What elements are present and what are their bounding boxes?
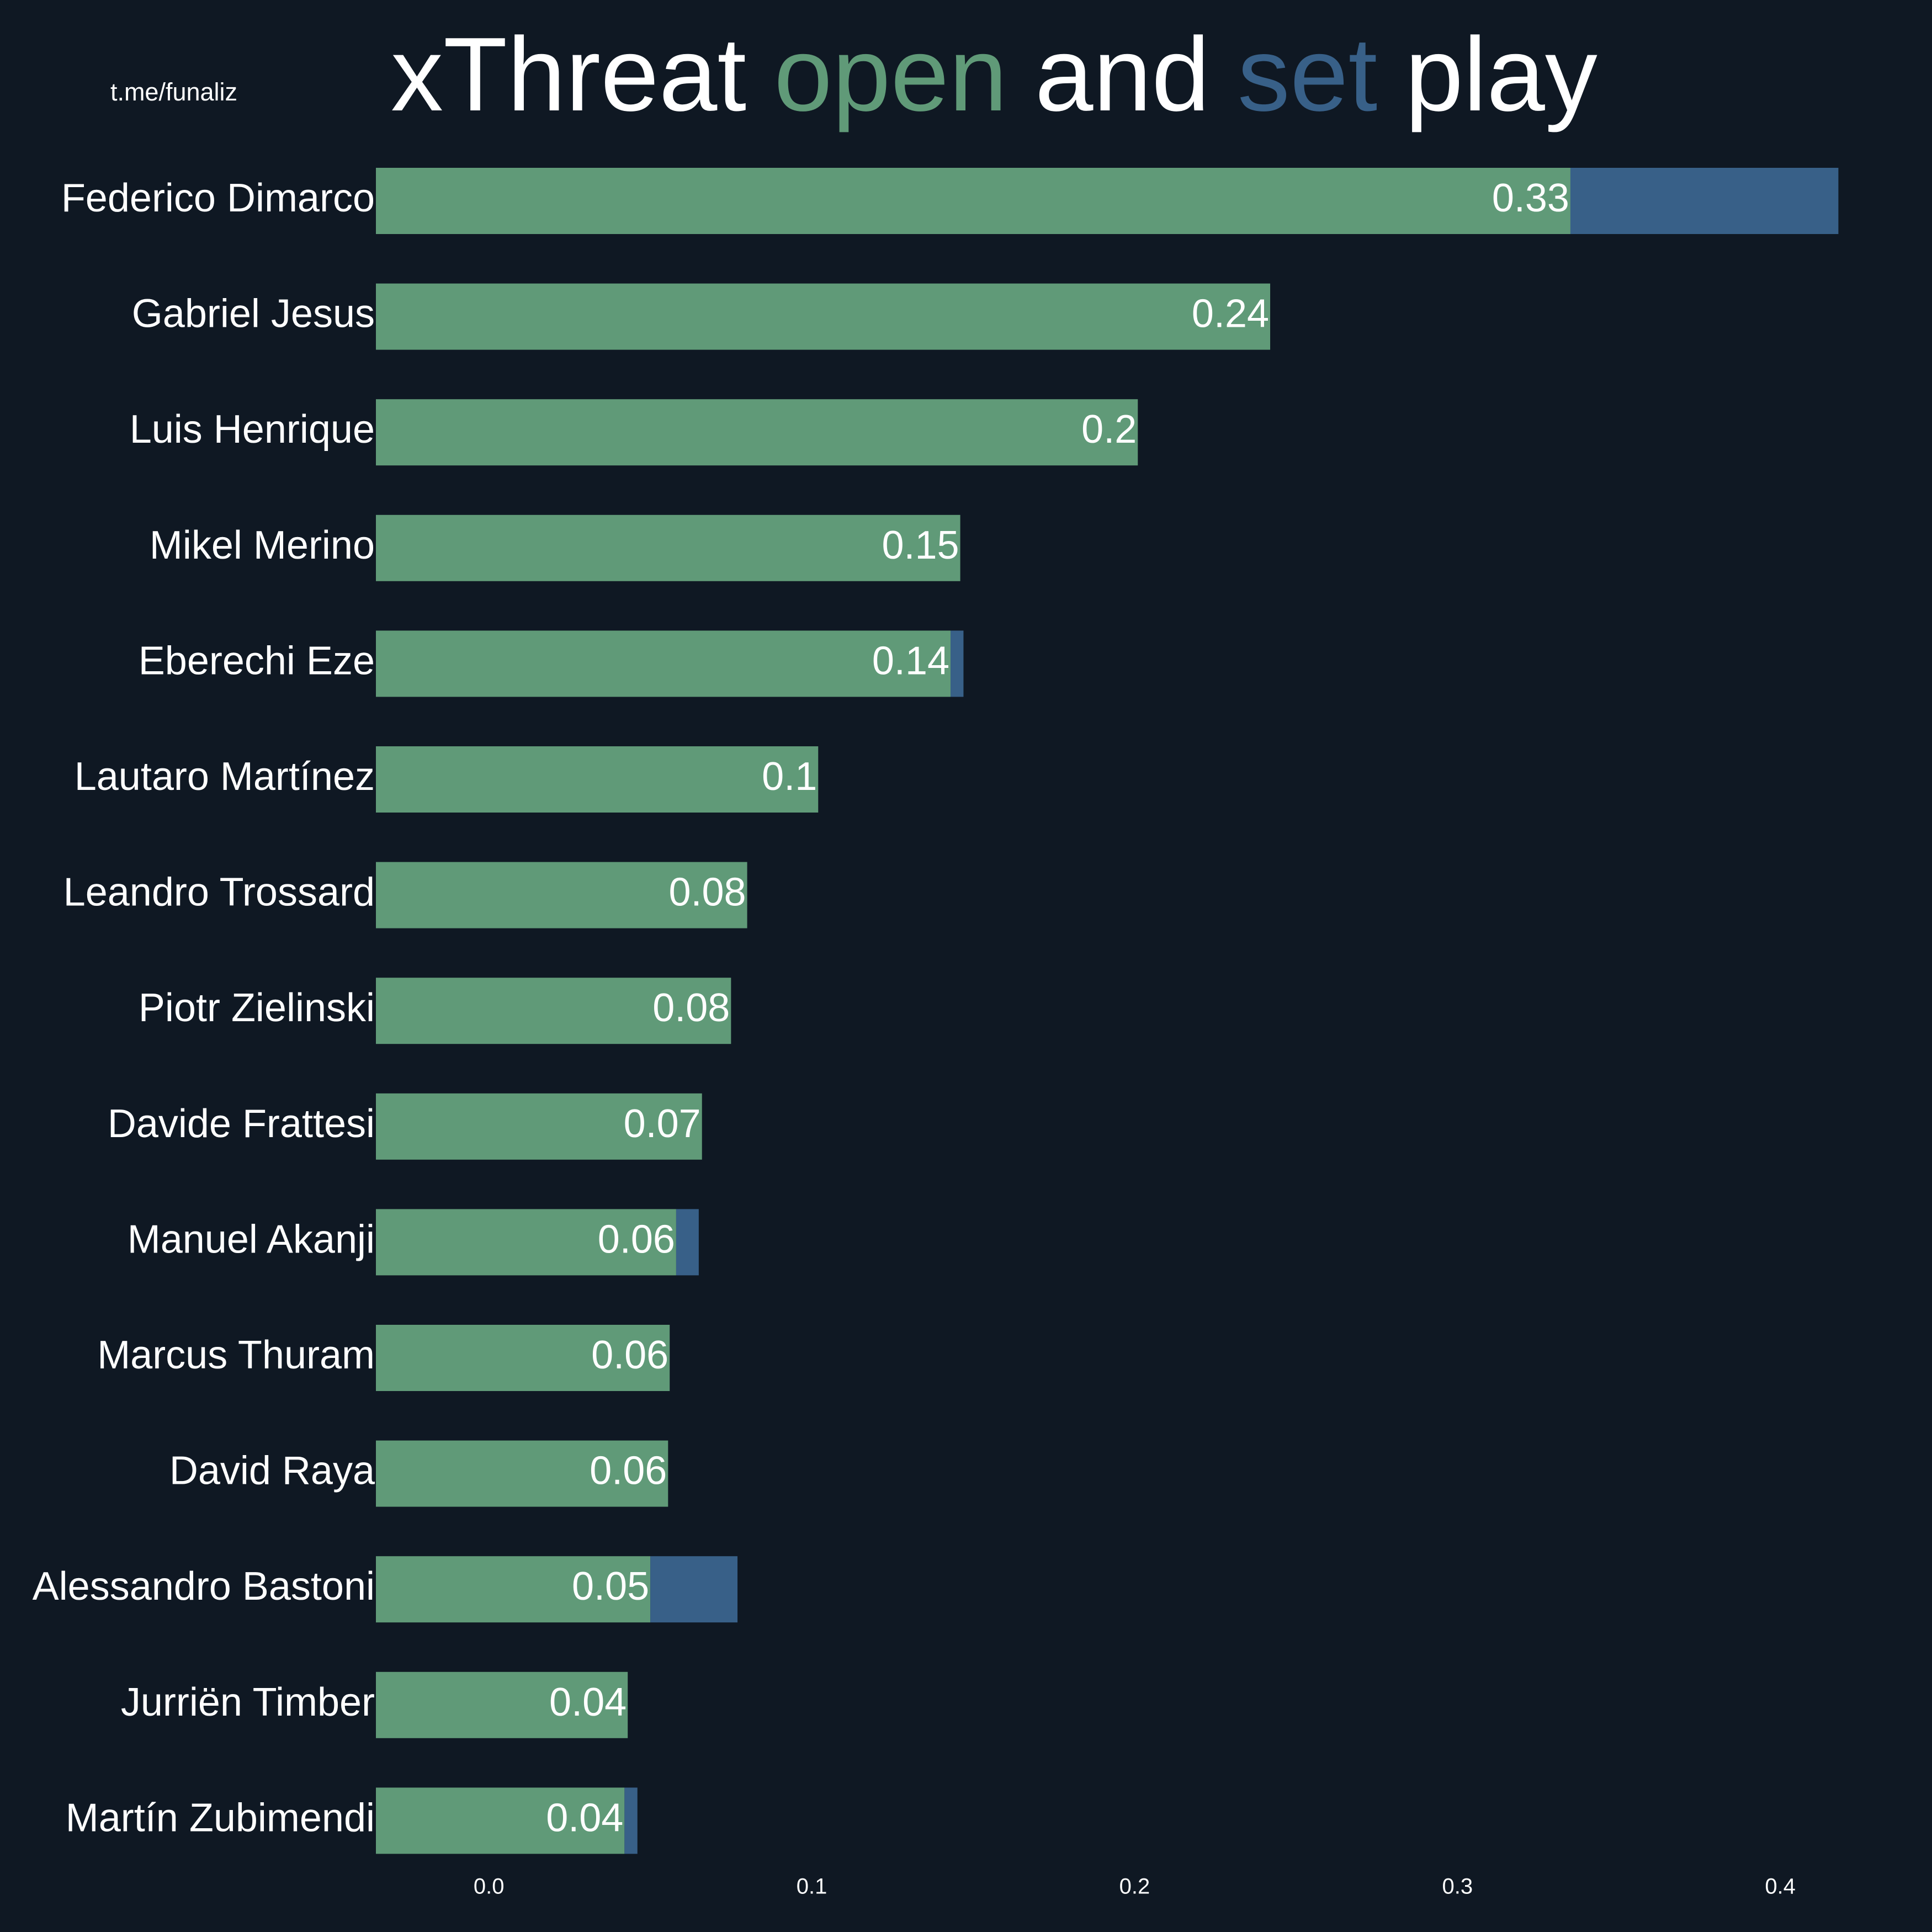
value-label: 0.08 <box>668 871 746 915</box>
y-tick-label: Leandro Trossard <box>63 871 375 915</box>
y-tick-label: Jurriën Timber <box>121 1680 375 1724</box>
y-tick-label: Lautaro Martínez <box>75 755 375 799</box>
bar-open <box>376 630 951 697</box>
y-tick-label: Piotr Zielinski <box>139 986 375 1030</box>
y-tick-label: Marcus Thuram <box>97 1333 375 1377</box>
value-label: 0.06 <box>591 1333 668 1377</box>
title-part: open <box>774 16 1007 133</box>
x-tick-label: 0.4 <box>1765 1875 1796 1899</box>
y-tick-label: Davide Frattesi <box>108 1102 375 1146</box>
bar-open <box>376 1325 670 1391</box>
x-tick-label: 0.1 <box>797 1875 827 1899</box>
title-part: and <box>1035 16 1210 133</box>
value-label: 0.14 <box>872 639 949 683</box>
bar-set <box>624 1787 638 1854</box>
x-tick-label: 0.2 <box>1119 1875 1150 1899</box>
bar-open <box>376 399 1138 466</box>
title-part: play <box>1405 16 1597 133</box>
y-tick-label: Gabriel Jesus <box>132 292 375 336</box>
value-label: 0.2 <box>1081 407 1137 452</box>
y-tick-label: Federico Dimarco <box>61 176 375 220</box>
x-tick-label: 0.0 <box>474 1875 505 1899</box>
title-part: xThreat <box>391 16 746 133</box>
bar-open <box>376 978 731 1044</box>
title-part: set <box>1238 16 1377 133</box>
bar-set <box>650 1556 738 1623</box>
source: t.me/funaliz <box>110 78 237 106</box>
bar-open <box>376 1671 628 1738</box>
bar-open <box>376 1556 651 1623</box>
value-label: 0.1 <box>762 755 817 799</box>
bar-open <box>376 514 960 581</box>
bar-set <box>951 630 964 697</box>
value-label: 0.33 <box>1492 176 1569 220</box>
value-label: 0.24 <box>1192 292 1269 336</box>
y-tick-label: Martín Zubimendi <box>66 1796 375 1840</box>
value-label: 0.06 <box>590 1449 667 1493</box>
y-tick-label: Alessandro Bastoni <box>33 1564 375 1609</box>
bar-open <box>376 283 1271 350</box>
value-label: 0.04 <box>549 1680 627 1724</box>
bar-open <box>376 1209 676 1276</box>
bar-open <box>376 862 747 928</box>
bar-set <box>1570 168 1839 234</box>
bar-open <box>376 1440 668 1507</box>
value-label: 0.07 <box>624 1102 701 1146</box>
value-label: 0.04 <box>546 1796 623 1840</box>
y-tick-label: David Raya <box>169 1449 375 1493</box>
value-label: 0.06 <box>598 1217 675 1261</box>
y-tick-label: Luis Henrique <box>130 407 375 452</box>
y-tick-label: Mikel Merino <box>150 523 375 567</box>
bar-open <box>376 1093 702 1160</box>
value-label: 0.15 <box>882 523 959 567</box>
bar-open <box>376 1787 625 1854</box>
chart-title: xThreat open and set play <box>391 16 1597 133</box>
bar-open <box>376 746 819 813</box>
value-label: 0.05 <box>572 1564 649 1609</box>
x-tick-label: 0.3 <box>1442 1875 1473 1899</box>
value-label: 0.08 <box>652 986 730 1030</box>
bar-open <box>376 168 1570 234</box>
bar-set <box>676 1209 699 1276</box>
y-tick-label: Manuel Akanji <box>128 1217 375 1261</box>
y-tick-label: Eberechi Eze <box>139 639 375 683</box>
